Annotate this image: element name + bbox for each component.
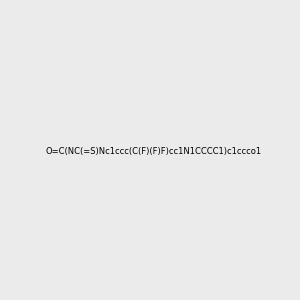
Text: O=C(NC(=S)Nc1ccc(C(F)(F)F)cc1N1CCCC1)c1ccco1: O=C(NC(=S)Nc1ccc(C(F)(F)F)cc1N1CCCC1)c1c… [46, 147, 262, 156]
